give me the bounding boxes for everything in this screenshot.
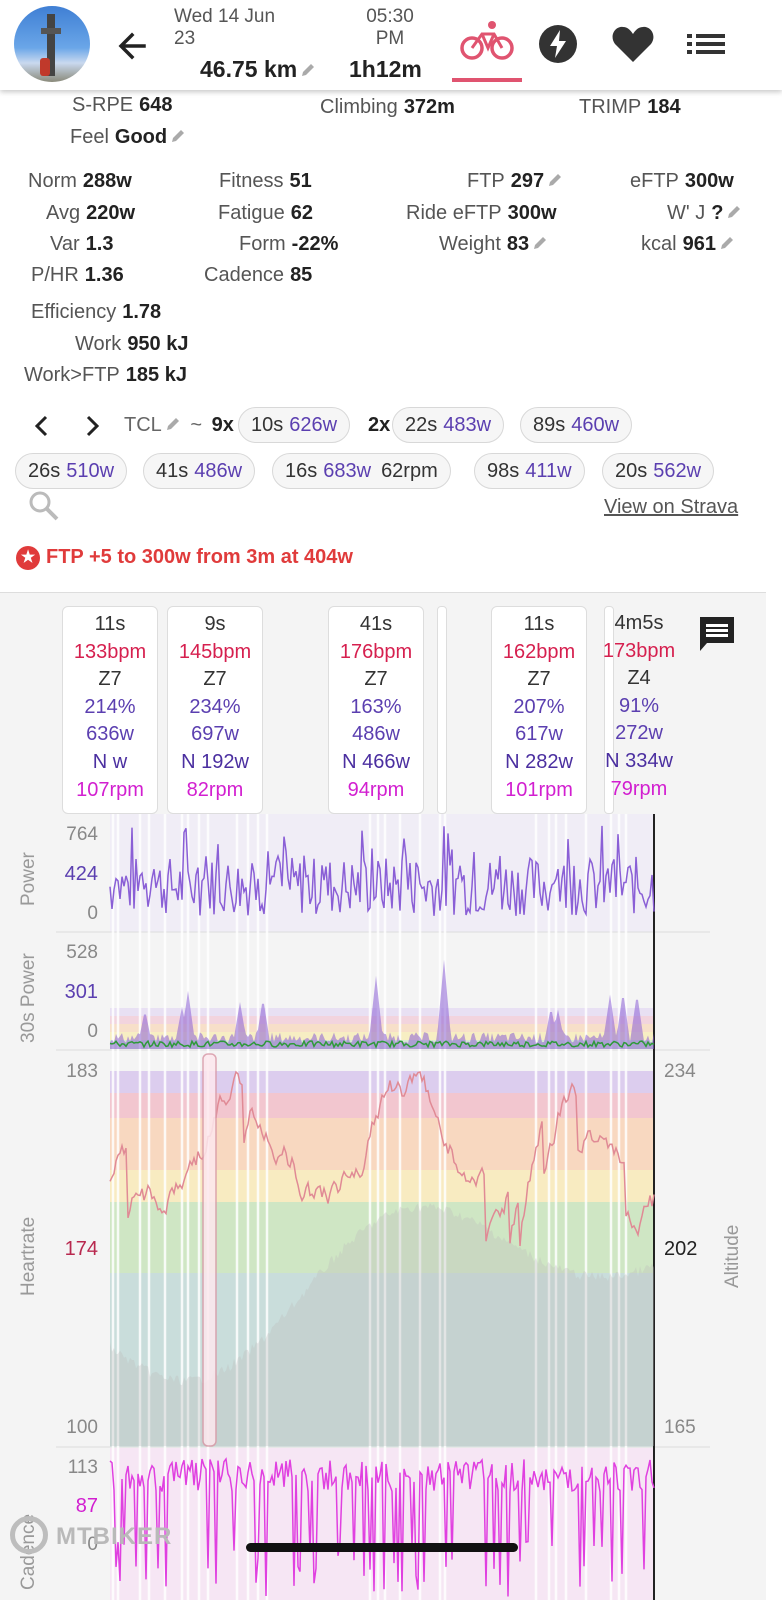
interval-chip[interactable]: 20s 562w — [602, 453, 715, 489]
altitude-axis-max: 234 — [664, 1061, 696, 1082]
climbing-stat: Climbing 372m — [320, 96, 455, 118]
bicycle-icon — [460, 21, 514, 60]
gear-logo-icon — [10, 1516, 48, 1554]
edit-pencil-icon[interactable] — [719, 235, 735, 251]
interval-card[interactable]: 11s 162bpm Z7 207% 617w N 282w 101rpm — [491, 606, 587, 814]
back-arrow-icon[interactable] — [112, 26, 152, 66]
edit-pencil-icon[interactable] — [726, 204, 742, 220]
search-icon[interactable] — [28, 490, 60, 522]
power-axis-min: 0 — [87, 903, 98, 924]
activity-duration: 1h12m — [349, 56, 422, 82]
tab-underline — [452, 78, 522, 82]
efficiency-stat: Efficiency 1.78 — [31, 301, 162, 323]
srpe-stat: S-RPE 648 — [72, 94, 173, 116]
rider-graphic — [40, 58, 50, 76]
interval-chip[interactable]: 98s 411w — [474, 453, 585, 489]
activity-distance[interactable]: 46.75 km — [200, 56, 316, 83]
interval-chip[interactable]: 89s 460w — [520, 407, 633, 443]
heart-icon[interactable] — [611, 24, 655, 64]
p30-axis-min: 0 — [87, 1021, 98, 1042]
edit-pencil-icon[interactable] — [165, 416, 181, 432]
interval-chip[interactable]: 41s 486w — [143, 453, 256, 489]
p30-axis-title: 30s Power — [18, 953, 39, 1043]
form-stat: Form -22% — [239, 233, 339, 255]
power-series — [109, 825, 655, 917]
list-menu-icon[interactable] — [685, 24, 727, 64]
view-on-strava-link[interactable]: View on Strava — [604, 496, 739, 518]
p30-axis-mid: 301 — [64, 981, 98, 1003]
cadence-axis-max: 113 — [67, 1457, 98, 1478]
fitness-stat: Fitness 51 — [219, 170, 312, 192]
avatar[interactable] — [14, 6, 90, 82]
tcl-label[interactable]: TCL ~ 9x — [124, 414, 234, 436]
ride-eftp-stat: Ride eFTP 300w — [406, 202, 557, 224]
mtbiker-watermark: MTBIKER — [10, 1516, 172, 1554]
edit-pencil-icon[interactable] — [532, 235, 548, 251]
hr-axis-max: 183 — [66, 1061, 98, 1082]
weight-stat[interactable]: Weight 83 — [439, 233, 548, 256]
p30-axis-max: 528 — [66, 942, 98, 963]
interval-card-collapsed[interactable] — [437, 606, 447, 814]
work-over-ftp-stat: Work>FTP 185 kJ — [24, 364, 187, 386]
interval-chip[interactable]: 26s 510w — [15, 453, 128, 489]
activity-date: Wed 14 Jun 23 — [174, 6, 276, 49]
trimp-stat: TRIMP 184 — [579, 96, 681, 118]
page-edge — [766, 592, 782, 1600]
chevron-left-icon[interactable] — [28, 412, 56, 440]
interval-chip[interactable]: 22s 483w — [392, 407, 505, 443]
interval-card[interactable]: 41s 176bpm Z7 163% 486w N 466w 94rpm — [328, 606, 424, 814]
comment-icon[interactable] — [697, 614, 737, 654]
cadence-axis-mid: 87 — [75, 1495, 98, 1517]
eftp-stat: eFTP 300w — [630, 170, 734, 192]
altitude-axis-title: Altitude — [722, 1224, 743, 1288]
altitude-series — [110, 1203, 654, 1446]
power-hr-stat: P/HR 1.36 — [31, 264, 124, 286]
feel-stat[interactable]: Feel Good — [70, 126, 186, 149]
altitude-axis-min: 165 — [664, 1417, 696, 1438]
activity-charts[interactable] — [0, 812, 766, 1600]
interval-chip[interactable]: 16s 683w 62rpm — [272, 453, 451, 489]
lightning-bolt-icon[interactable] — [538, 24, 578, 64]
interval-group-count: 2x — [368, 414, 391, 436]
edit-pencil-icon[interactable] — [547, 172, 563, 188]
interval-card[interactable]: 4m5s 173bpm Z4 91% 272w N 334w 79rpm — [602, 612, 676, 800]
cadence-axis-min: 0 — [87, 1534, 98, 1555]
tower-graphic — [41, 14, 61, 76]
fatigue-stat: Fatigue 62 — [218, 202, 313, 224]
interval-card-collapsed[interactable] — [604, 606, 614, 814]
activity-time: 05:30 PM — [366, 6, 414, 49]
home-indicator[interactable] — [246, 1543, 518, 1552]
thirty-sec-power-baseline — [109, 1039, 655, 1049]
altitude-axis-mid: 202 — [664, 1238, 698, 1260]
power-axis-mid: 424 — [64, 863, 98, 885]
ftp-stat[interactable]: FTP 297 — [467, 170, 563, 193]
avg-power-stat: Avg 220w — [46, 202, 136, 224]
ftp-change-notice: ★ FTP +5 to 300w from 3m at 404w — [16, 546, 353, 570]
selected-interval-marker[interactable] — [202, 1053, 217, 1447]
hr-axis-title: Heartrate — [18, 1216, 39, 1296]
tab-ride[interactable] — [452, 18, 522, 82]
variability-stat: Var 1.3 — [50, 233, 114, 255]
hr-axis-mid: 174 — [64, 1238, 98, 1260]
interval-chip[interactable]: 10s 626w — [238, 407, 351, 443]
w-prime-stat[interactable]: W' J? — [667, 202, 742, 225]
hr-axis-min: 100 — [66, 1417, 98, 1438]
power-axis-title: Power — [18, 852, 39, 906]
cadence-stat: Cadence 85 — [204, 264, 313, 286]
star-badge-icon: ★ — [16, 546, 40, 570]
heartrate-series — [109, 1070, 655, 1247]
interval-card[interactable]: 9s 145bpm Z7 234% 697w N 192w 82rpm — [167, 606, 263, 814]
chevron-right-icon[interactable] — [78, 412, 106, 440]
edit-pencil-icon[interactable] — [170, 128, 186, 144]
thirty-sec-power-series — [110, 959, 654, 1049]
interval-card[interactable]: 11s 133bpm Z7 214% 636w N w 107rpm — [62, 606, 158, 814]
header-bar: Wed 14 Jun 23 46.75 km 05:30 PM 1h12m — [0, 0, 782, 90]
norm-power-stat: Norm 288w — [28, 170, 132, 192]
work-stat: Work 950 kJ — [75, 333, 189, 355]
cadence-series — [109, 1457, 655, 1597]
power-axis-max: 764 — [66, 824, 98, 845]
edit-pencil-icon[interactable] — [300, 62, 316, 78]
kcal-stat[interactable]: kcal 961 — [641, 233, 735, 256]
